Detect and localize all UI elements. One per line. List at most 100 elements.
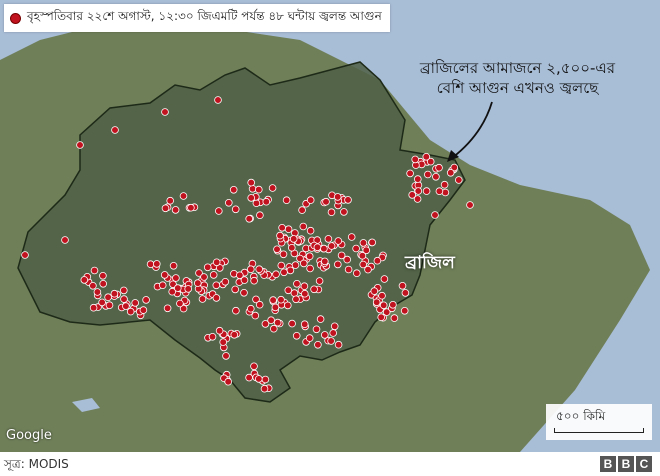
bbc-logo-block: B (600, 456, 616, 472)
fire-marker (254, 185, 263, 194)
fire-marker (158, 281, 167, 290)
fire-marker (300, 282, 309, 291)
fire-marker (378, 291, 386, 300)
fire-marker (330, 322, 339, 331)
fire-marker (111, 126, 119, 134)
fire-marker (254, 375, 263, 383)
fire-marker (200, 273, 208, 281)
fire-marker (300, 320, 309, 329)
fire-marker (322, 197, 330, 206)
fire-marker (287, 244, 296, 252)
fire-marker (320, 244, 328, 253)
fire-marker (80, 276, 89, 284)
fire-marker (214, 96, 222, 104)
fire-marker (212, 294, 221, 302)
fire-marker (320, 331, 329, 339)
bbc-logo-block: C (636, 456, 652, 472)
fire-marker (450, 163, 459, 172)
fire-marker (172, 274, 180, 282)
fire-marker (292, 295, 300, 304)
fire-marker (327, 208, 336, 217)
fire-marker (247, 265, 255, 274)
fire-marker (422, 153, 431, 161)
fire-marker (160, 271, 169, 279)
fire-marker (105, 301, 114, 310)
fire-marker (245, 373, 253, 382)
fire-marker (284, 286, 293, 295)
fire-marker (98, 298, 106, 307)
fire-marker (252, 199, 261, 208)
fire-marker (171, 206, 180, 214)
fire-marker (269, 324, 278, 333)
fire-marker (225, 199, 233, 207)
scale-label: ৫০০ কিমি (556, 409, 606, 423)
fire-dot-icon (10, 12, 21, 24)
fire-marker (282, 196, 291, 205)
fire-marker (163, 304, 172, 313)
fire-marker (229, 186, 238, 194)
fire-marker (390, 314, 399, 322)
fire-marker (432, 173, 440, 181)
fire-markers (21, 96, 474, 393)
fire-marker (161, 204, 170, 213)
fire-marker (314, 340, 322, 349)
fire-marker (194, 279, 202, 287)
fire-marker (401, 289, 410, 297)
fire-marker (291, 261, 300, 269)
fire-marker (179, 304, 188, 313)
fire-marker (122, 302, 130, 310)
fire-marker (358, 251, 367, 260)
fire-marker (372, 298, 381, 307)
fire-marker (166, 196, 175, 205)
callout-line-2: বেশি আগুন এখনও জ্বলছে (436, 79, 599, 97)
fire-marker (146, 260, 155, 269)
fire-marker (224, 377, 233, 386)
fire-marker (406, 169, 414, 178)
fire-marker (247, 178, 256, 187)
fire-marker (252, 295, 260, 304)
fire-marker (250, 276, 258, 285)
fire-marker (343, 255, 352, 264)
fire-marker (61, 236, 69, 244)
fire-marker (184, 285, 193, 293)
fire-marker (379, 301, 388, 310)
fire-marker (277, 295, 285, 304)
callout-line-1: ব্রাজিলের আমাজনে ২,৫০০-এর (419, 59, 616, 77)
fire-marker (316, 315, 325, 323)
fire-marker (298, 206, 306, 214)
fire-marker (268, 184, 277, 192)
fire-marker (324, 235, 333, 243)
fire-marker (153, 260, 161, 268)
fire-marker (426, 157, 435, 166)
fire-marker (142, 296, 150, 304)
map-area[interactable] (0, 0, 660, 452)
fire-marker (255, 300, 264, 309)
fire-marker (414, 187, 423, 195)
fire-marker (340, 208, 348, 216)
google-attribution: Google (6, 428, 52, 443)
fire-marker (377, 313, 386, 322)
fire-marker (120, 286, 128, 295)
fire-marker (289, 235, 298, 243)
fire-marker (286, 266, 295, 275)
fire-marker (382, 308, 391, 316)
fire-marker (203, 263, 212, 272)
fire-marker (431, 211, 439, 219)
fire-marker (380, 275, 389, 283)
fire-marker (329, 329, 338, 337)
fire-marker (208, 332, 217, 341)
fire-marker (292, 331, 301, 340)
fire-marker (347, 233, 356, 241)
fire-marker (389, 300, 397, 309)
country-label: ব্রাজিল (405, 253, 455, 273)
fire-marker (279, 250, 288, 259)
fire-marker (273, 318, 282, 327)
fire-marker (370, 287, 379, 295)
fire-marker (231, 285, 240, 294)
fire-marker (290, 289, 299, 297)
fire-marker (221, 277, 230, 286)
fire-marker (169, 261, 178, 270)
fire-marker (300, 289, 309, 298)
fire-marker (236, 271, 244, 280)
fire-marker (423, 170, 432, 179)
